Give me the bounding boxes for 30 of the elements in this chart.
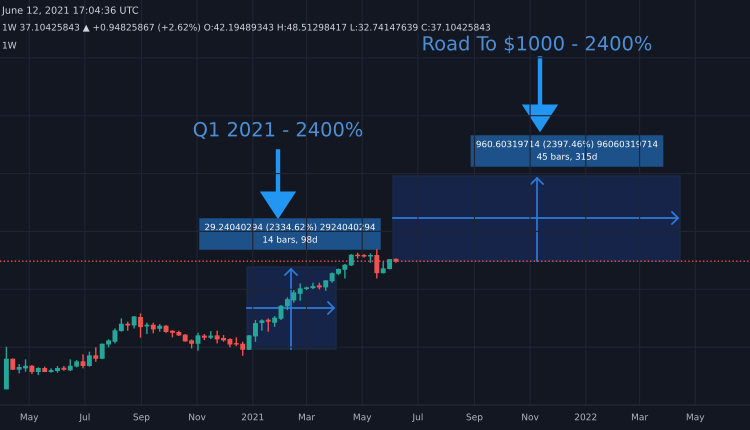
candlestick [150, 322, 156, 334]
x-tick-label: 2021 [242, 413, 264, 420]
candlestick [86, 350, 92, 368]
x-tick-label: Sep [134, 413, 150, 422]
candlestick [144, 322, 150, 335]
x-tick-label: Mar [298, 414, 316, 420]
x-tick-label: 2022 [574, 413, 596, 420]
x-tick-label: Jul [412, 413, 422, 422]
candlestick [132, 315, 137, 330]
text: June 12, 2021 17:04:36 UTC [1, 6, 138, 16]
candlestick [138, 312, 143, 338]
candlestick [196, 332, 200, 352]
x-tick-label: May [686, 414, 704, 422]
candlestick [259, 318, 264, 332]
text: 960.60319714 (2397.46%) 96060319714 45 bars, 315d [476, 140, 658, 161]
candlestick [266, 318, 271, 332]
candlestick [80, 354, 86, 370]
x-tick-label: Jul [78, 413, 90, 422]
x-tick-label: May [20, 414, 38, 422]
x-tick-label: Sep [466, 413, 482, 422]
x-tick-label: May [354, 414, 372, 422]
x-tick-label: Nov [522, 414, 539, 420]
x-tick-label: Nov [189, 414, 206, 420]
text: Q1 2021 - 2400% [194, 122, 362, 139]
candlestick [368, 252, 373, 264]
text: 1W [2, 42, 16, 48]
x-tick-label: Mar [632, 414, 648, 420]
text: 1W 37.10425843 ▲ +0.94825867 (+2.62%) O:42.19489343 H:48.51298417 L:32.74147639 C:37.10425843 [2, 24, 490, 32]
text: Road To $1000 - 2400% [424, 36, 652, 54]
text: 29.24040294 (2334.62%) 2924040294 14 bars, 98d [205, 224, 376, 244]
